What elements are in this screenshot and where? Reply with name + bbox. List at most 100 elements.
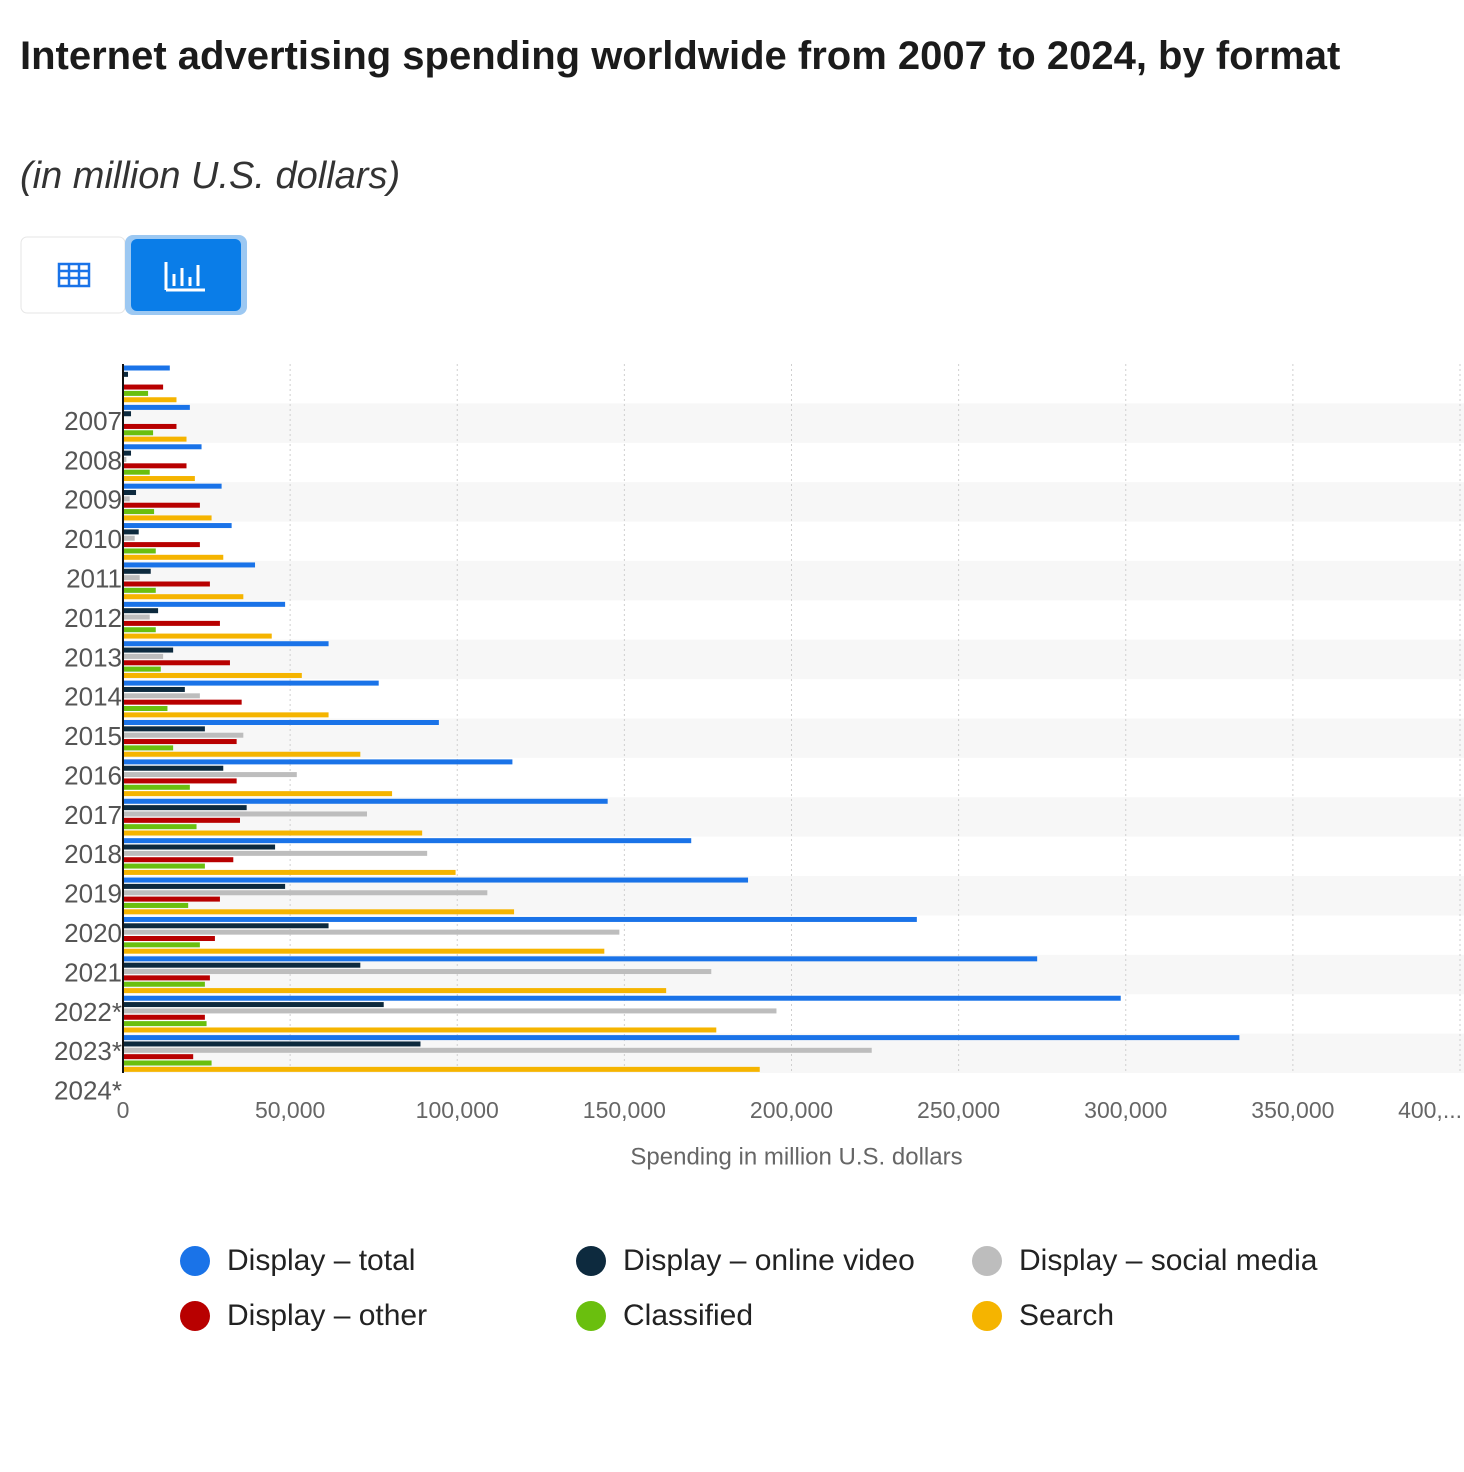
y-tick-label: 2017: [64, 800, 122, 830]
band-background: [123, 560, 1464, 601]
bar: [123, 830, 423, 836]
legend-label: Display – social media: [1019, 1244, 1318, 1277]
bar: [123, 542, 200, 548]
x-tick-label: 250,000: [917, 1097, 1000, 1123]
bar: [123, 745, 174, 751]
bar: [123, 720, 439, 725]
bar: [123, 436, 187, 442]
bar: [123, 562, 256, 568]
y-tick-label: 2007: [64, 406, 122, 436]
chart-view-button[interactable]: [131, 239, 241, 311]
bar: [123, 857, 234, 863]
bar: [123, 948, 605, 954]
bar: [123, 883, 286, 889]
bar: [123, 450, 132, 456]
bar: [123, 554, 224, 560]
bar: [123, 784, 190, 790]
bar: [123, 935, 215, 941]
bar: [123, 759, 513, 765]
bar: [123, 890, 488, 896]
bar: [123, 902, 189, 908]
bar: [123, 568, 151, 574]
bar: [123, 614, 150, 620]
bar: [123, 601, 286, 607]
bar: [123, 647, 174, 653]
bar: [123, 587, 156, 593]
bar: [123, 969, 712, 975]
bar: [123, 824, 197, 830]
bar: [123, 529, 139, 535]
bar: [123, 686, 185, 692]
bar: [123, 909, 515, 915]
bar: [123, 1027, 717, 1033]
bar: [123, 929, 620, 935]
y-tick-label: 2011: [66, 564, 122, 594]
bar: [123, 975, 210, 981]
bar: [123, 791, 393, 797]
bar: [123, 988, 667, 994]
y-tick-label: 2022*: [54, 997, 122, 1027]
y-tick-label: 2020: [64, 918, 122, 948]
bar: [123, 523, 232, 529]
bar: [123, 844, 276, 850]
bar: [123, 476, 195, 482]
bar: [123, 1060, 212, 1066]
bar: [123, 496, 130, 502]
bar: [123, 515, 212, 521]
legend-label: Classified: [623, 1299, 753, 1332]
bar: [123, 430, 154, 436]
legend-label: Display – total: [227, 1244, 415, 1277]
x-tick-label: 50,000: [255, 1097, 325, 1123]
bar: [123, 672, 302, 678]
x-tick-label: 350,000: [1251, 1097, 1334, 1123]
bar: [123, 765, 224, 771]
bar: [123, 633, 272, 639]
bar: [123, 811, 368, 817]
bar: [123, 817, 240, 823]
bar: [123, 772, 297, 778]
band-background: [123, 876, 1464, 916]
y-tick-label: 2009: [64, 485, 122, 515]
band-background: [123, 403, 1464, 443]
bar: [123, 404, 190, 410]
bar: [123, 805, 247, 811]
x-tick-label: 100,000: [416, 1097, 499, 1123]
bar: [123, 798, 608, 804]
bar: [123, 699, 242, 705]
y-tick-label: 2013: [64, 642, 122, 672]
bar: [123, 981, 205, 987]
legend-marker: [576, 1246, 606, 1276]
band-background: [123, 797, 1464, 837]
bar: [123, 384, 164, 390]
bar: [123, 444, 202, 450]
bar: [123, 660, 230, 666]
bar: [123, 581, 210, 587]
band-background: [123, 482, 1464, 522]
bar: [123, 620, 220, 626]
legend-marker: [972, 1301, 1002, 1331]
bar: [123, 751, 361, 757]
bar: [123, 863, 205, 869]
bar: [123, 641, 329, 647]
bar: [123, 490, 137, 496]
bar: [123, 469, 150, 475]
bar: [123, 548, 156, 554]
y-tick-label: 2010: [64, 524, 122, 554]
y-tick-label: 2014: [64, 682, 122, 712]
bar: [123, 423, 177, 429]
bar: [123, 483, 222, 489]
x-tick-label: 300,000: [1084, 1097, 1167, 1123]
table-view-button[interactable]: [20, 236, 126, 314]
chart-icon: [164, 262, 205, 292]
bar: [123, 706, 168, 712]
bar: [123, 962, 361, 968]
y-tick-label: 2016: [64, 760, 122, 790]
bar: [123, 502, 200, 508]
bar: [123, 838, 692, 844]
bar: [123, 850, 428, 856]
bar: [123, 726, 205, 732]
x-tick-label: 200,000: [750, 1097, 833, 1123]
table-icon: [57, 262, 91, 288]
bar: [123, 627, 156, 633]
